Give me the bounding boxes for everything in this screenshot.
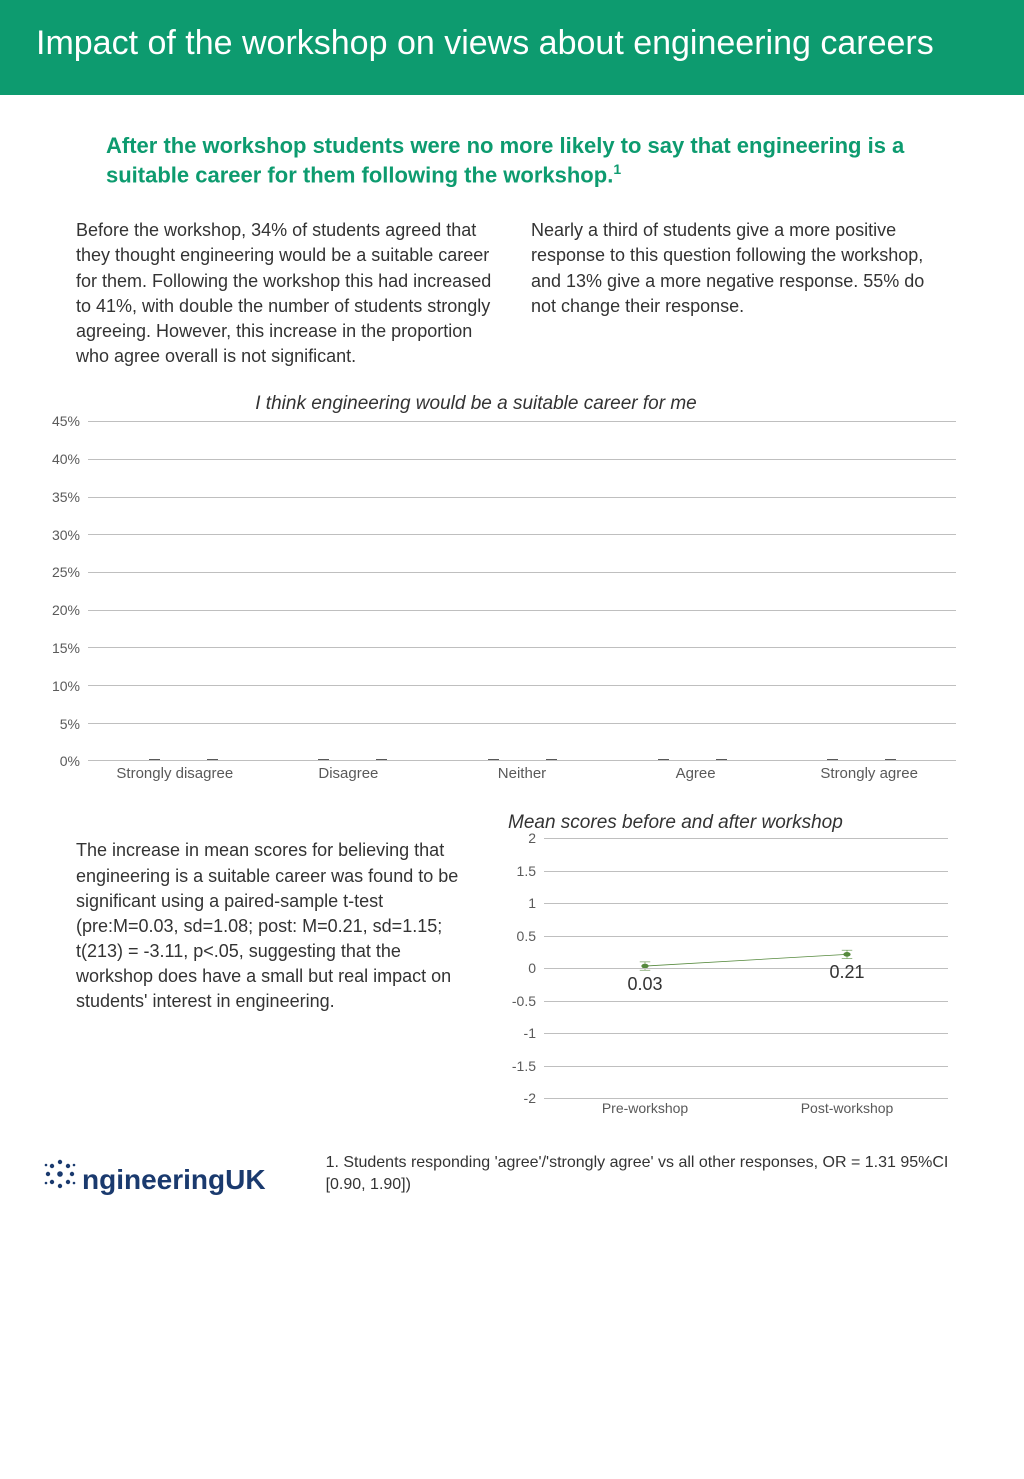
page-title: Impact of the workshop on views about en…: [36, 22, 988, 65]
y-tick: -1.5: [512, 1058, 536, 1074]
logo-text: ngineeringUK: [82, 1164, 266, 1195]
footnote: 1. Students responding 'agree'/'strongly…: [326, 1152, 964, 1195]
y-tick: -0.5: [512, 993, 536, 1009]
x-label: Neither: [435, 761, 609, 782]
x-label: Strongly agree: [782, 761, 956, 782]
bar-value-label: 35%: [464, 736, 522, 754]
y-tick: -2: [524, 1090, 536, 1106]
line-chart: -2-1.5-1-0.500.511.52 0.030.21: [500, 838, 948, 1098]
bar-groups: 9%10% 21%13% 35%36% 27%27% 7%14%: [88, 421, 956, 760]
bar-plot: 9%10%21%13%35%36%27%27%7%14% prepost: [88, 421, 956, 761]
content-area: After the workshop students were no more…: [0, 95, 1024, 1127]
bar-value-label: 7%: [803, 736, 861, 754]
bar-y-axis: 0%5%10%15%20%25%30%35%40%45%: [36, 421, 88, 761]
x-label: Disagree: [262, 761, 436, 782]
logo-icon: [40, 1154, 80, 1194]
point-label: 0.03: [627, 974, 662, 995]
bar-value-label: 10%: [183, 736, 241, 754]
bar-value-label: 21%: [294, 736, 352, 754]
line-y-axis: -2-1.5-1-0.500.511.52: [500, 838, 544, 1098]
y-tick: -1: [524, 1025, 536, 1041]
lower-paragraph: The increase in mean scores for believin…: [76, 812, 466, 1116]
bar-value-label: 9%: [125, 736, 183, 754]
lower-section: The increase in mean scores for believin…: [76, 812, 948, 1116]
bar-value-label: 14%: [861, 736, 919, 754]
y-tick: 30%: [52, 527, 80, 543]
bar-value-label: 27%: [692, 736, 750, 754]
y-tick: 5%: [60, 716, 80, 732]
y-tick: 2: [528, 830, 536, 846]
subtitle-footnote-ref: 1: [613, 161, 621, 177]
y-tick: 25%: [52, 564, 80, 580]
y-tick: 15%: [52, 640, 80, 656]
x-label: Agree: [609, 761, 783, 782]
bar-value-label: 13%: [352, 736, 410, 754]
y-tick: 1: [528, 895, 536, 911]
line-chart-container: Mean scores before and after workshop -2…: [500, 812, 948, 1116]
x-label: Strongly disagree: [88, 761, 262, 782]
bar-chart: 0%5%10%15%20%25%30%35%40%45% 9%10%21%13%…: [36, 421, 956, 761]
y-tick: 20%: [52, 602, 80, 618]
y-tick: 0%: [60, 753, 80, 769]
y-tick: 35%: [52, 489, 80, 505]
subtitle-text: After the workshop students were no more…: [106, 133, 904, 188]
line-plot: 0.03 0.21: [544, 838, 948, 1098]
bar-value-label: 36%: [522, 736, 580, 754]
line-chart-title: Mean scores before and after workshop: [500, 812, 948, 834]
y-tick: 1.5: [517, 863, 536, 879]
x-label: Post-workshop: [746, 1100, 948, 1116]
intro-left: Before the workshop, 34% of students agr…: [76, 218, 493, 369]
header-band: Impact of the workshop on views about en…: [0, 0, 1024, 95]
intro-right: Nearly a third of students give a more p…: [531, 218, 948, 369]
y-tick: 0: [528, 960, 536, 976]
bar-chart-container: I think engineering would be a suitable …: [36, 393, 956, 782]
bar-chart-title: I think engineering would be a suitable …: [0, 393, 956, 415]
footer: ngineeringUK 1. Students responding 'agr…: [0, 1126, 1024, 1225]
bar-x-labels: Strongly disagreeDisagreeNeitherAgreeStr…: [88, 761, 956, 782]
bar-value-label: 27%: [634, 736, 692, 754]
y-tick: 45%: [52, 413, 80, 429]
y-tick: 40%: [52, 451, 80, 467]
intro-columns: Before the workshop, 34% of students agr…: [76, 218, 948, 369]
y-tick: 0.5: [517, 928, 536, 944]
engineering-uk-logo: ngineeringUK: [40, 1164, 266, 1196]
y-tick: 10%: [52, 678, 80, 694]
point-label: 0.21: [829, 962, 864, 983]
subtitle: After the workshop students were no more…: [106, 131, 928, 191]
x-label: Pre-workshop: [544, 1100, 746, 1116]
line-x-labels: Pre-workshopPost-workshop: [544, 1098, 948, 1116]
